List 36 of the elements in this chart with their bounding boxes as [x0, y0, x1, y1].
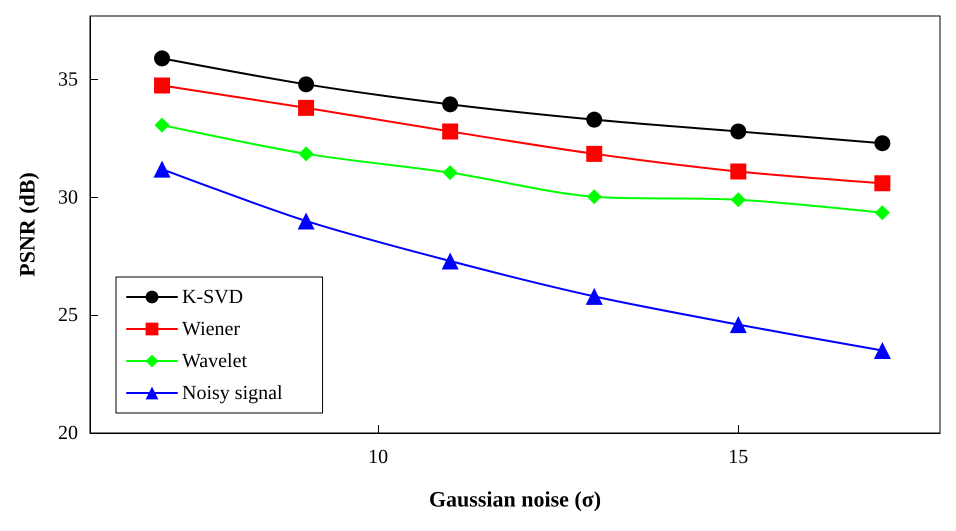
point	[442, 165, 458, 180]
point	[730, 163, 746, 180]
point	[586, 288, 603, 305]
y-tick-label: 30	[58, 186, 78, 208]
point	[874, 135, 890, 152]
x-axis-title: Gaussian noise (σ)	[428, 486, 602, 512]
x-tick-label: 15	[728, 446, 748, 468]
point	[154, 118, 170, 133]
y-axis-title: PSNR (dB)	[14, 172, 40, 277]
point	[874, 342, 891, 360]
point	[874, 205, 890, 220]
y-tick-label: 25	[58, 304, 78, 326]
point	[298, 212, 315, 230]
point	[154, 160, 171, 178]
point	[586, 112, 602, 128]
point	[442, 252, 459, 270]
point	[586, 189, 602, 204]
point	[154, 50, 170, 66]
point	[874, 175, 890, 192]
x-tick-label: 10	[368, 446, 388, 468]
legend-label: K-SVD	[182, 286, 244, 308]
point	[730, 123, 746, 140]
point	[298, 146, 314, 162]
point	[154, 78, 170, 94]
point	[586, 146, 602, 162]
legend-label: Noisy signal	[182, 382, 283, 404]
legend-label: Wavelet	[182, 350, 248, 372]
point	[298, 76, 314, 92]
point	[298, 100, 314, 116]
y-tick-label: 35	[58, 68, 78, 91]
point	[730, 192, 746, 208]
point	[730, 316, 747, 334]
point	[442, 96, 458, 112]
legend-label: Wiener	[182, 318, 240, 340]
point	[442, 123, 458, 140]
y-tick-label: 20	[58, 422, 78, 444]
